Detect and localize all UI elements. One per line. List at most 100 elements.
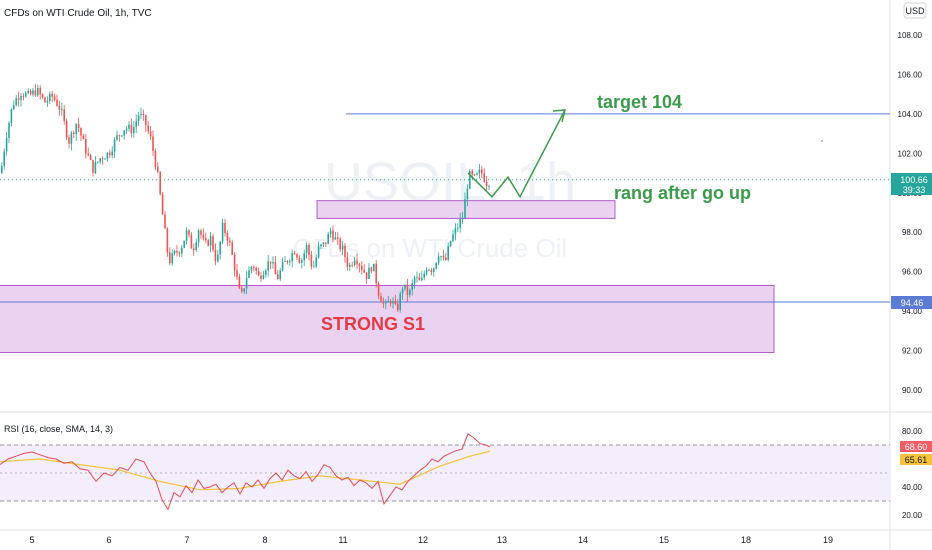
- candle-body: [382, 302, 385, 304]
- candle-body: [118, 135, 121, 136]
- candle-body: [238, 276, 241, 289]
- candle-body: [241, 288, 243, 292]
- candle-body: [253, 266, 255, 268]
- candle-body: [339, 238, 341, 250]
- candle-body: [471, 170, 473, 175]
- candle-body: [303, 253, 305, 261]
- time-tick-label: 8: [262, 535, 267, 545]
- currency-badge-box[interactable]: [903, 2, 927, 19]
- candle-body: [188, 230, 190, 235]
- candle-body: [423, 273, 425, 278]
- time-tick-label: 6: [106, 535, 111, 545]
- candle-body: [464, 199, 466, 218]
- price-tick-label: 90.00: [902, 386, 923, 395]
- candle-body: [380, 296, 382, 303]
- candle-body: [481, 169, 483, 174]
- candle-body: [399, 293, 401, 311]
- candle-body: [286, 261, 289, 263]
- price-tick-label: 108.00: [898, 31, 923, 40]
- projection-path[interactable]: [467, 109, 566, 199]
- candle-body: [454, 228, 457, 235]
- candle-body: [125, 128, 128, 131]
- candle-body: [389, 301, 392, 304]
- candle-body: [341, 245, 344, 250]
- candle-body: [428, 269, 430, 271]
- candle-body: [358, 264, 361, 266]
- candle-body: [476, 173, 478, 175]
- candle-body: [291, 253, 293, 261]
- candle-body: [20, 96, 22, 100]
- candle-body: [485, 181, 488, 187]
- countdown-label: 39:33: [903, 185, 926, 195]
- candle-body: [154, 150, 157, 167]
- candle-body: [171, 253, 173, 264]
- candle-body: [373, 263, 375, 272]
- time-axis[interactable]: 5 6 7 8 11 12 13 14 15 18 19: [29, 535, 833, 545]
- candle-body: [447, 246, 449, 260]
- candles: [1, 83, 490, 313]
- candle-body: [433, 268, 435, 273]
- candle-body: [145, 115, 147, 126]
- candle-body: [310, 255, 313, 267]
- candle-body: [289, 260, 291, 263]
- price-axis[interactable]: 108.00106.00104.00102.00100.0098.0096.00…: [898, 31, 923, 395]
- candle-body: [29, 91, 32, 95]
- candle-body: [449, 241, 452, 247]
- candle-body: [233, 254, 236, 271]
- range-annotation[interactable]: rang after go up: [614, 183, 751, 203]
- candle-body: [245, 277, 248, 289]
- candle-body: [173, 250, 176, 254]
- candle-body: [1, 166, 3, 174]
- candle-body: [101, 158, 104, 160]
- candle-body: [65, 120, 68, 138]
- candle-body: [255, 267, 257, 271]
- price-tick-label: 106.00: [898, 70, 923, 79]
- candle-body: [63, 109, 65, 121]
- rsi-title[interactable]: RSI (16, close, SMA, 14, 3): [4, 424, 113, 434]
- candle-body: [181, 247, 183, 254]
- price-tick-label: 92.00: [902, 347, 923, 356]
- candle-body: [41, 94, 44, 98]
- candle-body: [281, 261, 284, 271]
- support-zone[interactable]: [0, 284, 775, 354]
- time-tick-label: 7: [184, 535, 189, 545]
- price-tick-label: 102.00: [898, 149, 923, 158]
- candle-body: [10, 109, 13, 124]
- rsi-tick-label: 20.00: [902, 511, 923, 520]
- currency-badge[interactable]: USD: [905, 6, 925, 16]
- time-tick-label: 12: [418, 535, 428, 545]
- candle-body: [61, 109, 63, 111]
- candle-body: [121, 135, 123, 137]
- candle-body: [207, 240, 209, 246]
- candle-body: [34, 90, 37, 96]
- candle-body: [140, 113, 142, 116]
- candle-body: [351, 264, 353, 266]
- candle-body: [164, 214, 166, 229]
- time-tick-label: 15: [659, 535, 669, 545]
- range-zone[interactable]: [316, 200, 616, 219]
- target-annotation[interactable]: target 104: [597, 92, 682, 112]
- candle-body: [418, 277, 421, 281]
- support-annotation[interactable]: STRONG S1: [321, 314, 425, 334]
- candle-body: [113, 139, 116, 152]
- candle-body: [70, 132, 73, 144]
- candle-body: [53, 96, 56, 100]
- candle-body: [224, 223, 226, 233]
- candle-body: [353, 260, 356, 266]
- chart-title: CFDs on WTI Crude Oil, 1h, TVC: [4, 8, 152, 19]
- candle-body: [200, 230, 202, 235]
- time-tick-label: 13: [497, 535, 507, 545]
- candle-body: [317, 245, 320, 258]
- candle-body: [401, 288, 404, 294]
- candle-body: [22, 96, 25, 97]
- rsi-line: [0, 433, 491, 511]
- candle-body: [332, 230, 334, 240]
- candle-body: [231, 242, 233, 255]
- candle-body: [440, 256, 442, 257]
- candle-body: [445, 257, 447, 260]
- candle-body: [262, 274, 265, 279]
- candle-body: [221, 223, 224, 242]
- candle-body: [370, 267, 373, 272]
